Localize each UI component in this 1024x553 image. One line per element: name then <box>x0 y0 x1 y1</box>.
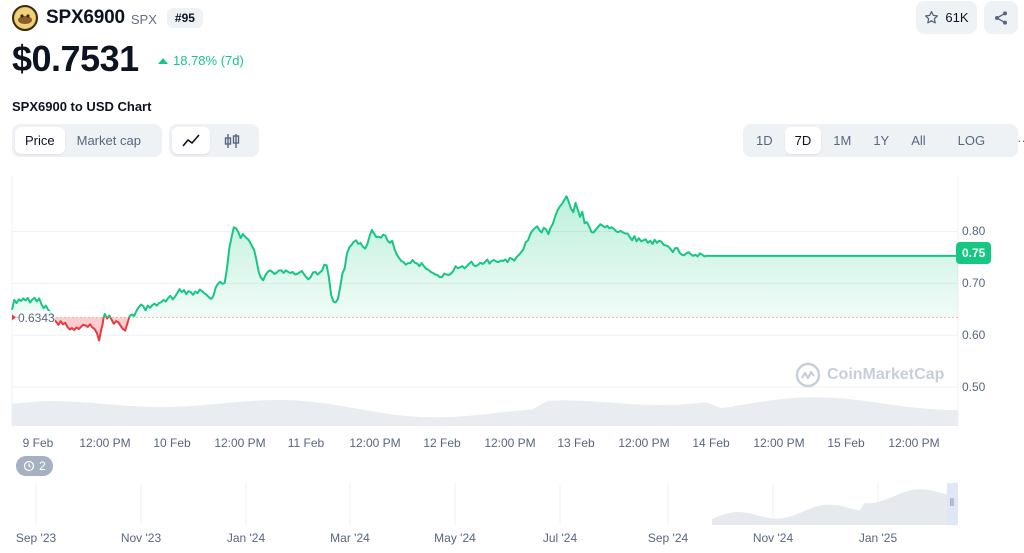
chart-type-tabs: Price Market cap <box>12 124 162 157</box>
candlestick-button[interactable] <box>212 127 252 154</box>
navigator-selection[interactable] <box>947 483 958 525</box>
chart-title: SPX6900 to USD Chart <box>12 99 152 114</box>
navigator-date-label: Jan '24 <box>226 531 266 545</box>
coin-name: SPX6900 <box>46 7 125 28</box>
coin-symbol: SPX <box>130 12 157 27</box>
coin-header: SPX6900 SPX #95 <box>12 5 203 31</box>
x-tick-label: 12:00 PM <box>753 436 805 450</box>
navigator-date-label: Sep '23 <box>15 531 57 545</box>
x-tick-label: 14 Feb <box>692 436 730 450</box>
log-scale-toggle[interactable]: LOG <box>957 133 986 148</box>
navigator-date-label: May '24 <box>434 531 476 545</box>
x-tick-label: 12 Feb <box>423 436 461 450</box>
x-axis-labels: 9 Feb 12:00 PM 10 Feb 12:00 PM 11 Feb 12:00 P… <box>0 436 1024 452</box>
open-marker <box>12 314 16 321</box>
line-chart-icon <box>182 133 200 147</box>
navigator-date-label: Jul '24 <box>542 531 578 545</box>
area-fill-up <box>12 196 958 318</box>
y-tick-label: 0.70 <box>962 276 986 291</box>
caret-up-icon <box>158 57 168 64</box>
share-button[interactable] <box>984 1 1018 34</box>
navigator-date-label: Mar '24 <box>330 531 370 545</box>
y-tick-label: 0.80 <box>962 224 986 239</box>
line-chart-button[interactable] <box>172 127 210 154</box>
current-price-tag: 0.75 <box>956 242 992 264</box>
price-chart[interactable] <box>0 170 1024 432</box>
tab-market-cap[interactable]: Market cap <box>76 133 141 148</box>
navigator-date-label: Sep '24 <box>647 531 689 545</box>
x-tick-label: 12:00 PM <box>888 436 940 450</box>
navigator-date-label: Nov '24 <box>752 531 794 545</box>
price-change: 18.78% (7d) <box>158 53 244 68</box>
chart-style-tabs <box>169 124 259 157</box>
x-tick-label: 12:00 PM <box>484 436 536 450</box>
coinmarketcap-logo-icon <box>795 362 821 388</box>
watchlist-button[interactable]: 61K <box>916 1 977 34</box>
navigator-handle[interactable]: ⦀ <box>950 498 954 509</box>
range-navigator[interactable]: ⦀ <box>12 483 960 525</box>
tab-price[interactable]: Price <box>15 127 65 154</box>
open-price-label: 0.6343 <box>18 311 55 326</box>
x-tick-label: 11 Feb <box>287 436 325 450</box>
navigator-area <box>712 489 958 525</box>
price-line-up <box>11 195 958 318</box>
x-tick-label: 9 Feb <box>22 436 54 450</box>
candlestick-icon <box>224 133 240 148</box>
x-tick-label: 15 Feb <box>827 436 865 450</box>
history-button[interactable]: 2 <box>16 456 53 476</box>
x-tick-label: 12:00 PM <box>618 436 670 450</box>
range-tabs: 1D 7D 1M 1Y All LOG ··· <box>743 124 1024 157</box>
y-tick-label: 0.50 <box>962 380 986 395</box>
area-fill-down <box>53 317 130 341</box>
watermark-text: CoinMarketCap <box>827 366 945 383</box>
current-price: $0.7531 <box>12 38 139 79</box>
x-tick-label: 10 Feb <box>153 436 191 450</box>
navigator-date-label: Jan '25 <box>858 531 898 545</box>
x-tick-label: 12:00 PM <box>79 436 131 450</box>
range-all[interactable]: All <box>911 133 926 148</box>
x-tick-label: 12:00 PM <box>349 436 401 450</box>
range-1d[interactable]: 1D <box>756 133 773 148</box>
star-icon <box>925 10 939 24</box>
y-tick-label: 0.60 <box>962 328 986 343</box>
history-icon <box>24 460 35 472</box>
range-7d[interactable]: 7D <box>784 127 822 154</box>
navigator-labels: Sep '23 Nov '23 Jan '24 Mar '24 May '24 Jul '… <box>0 531 1024 547</box>
share-icon <box>995 10 1007 25</box>
navigator-date-label: Nov '23 <box>120 531 162 545</box>
more-options-button[interactable]: ··· <box>1017 133 1024 148</box>
range-1y[interactable]: 1Y <box>873 133 890 148</box>
watchlist-count: 61K <box>945 10 969 25</box>
x-tick-label: 13 Feb <box>557 436 595 450</box>
history-count: 2 <box>39 459 46 473</box>
watermark: CoinMarketCap <box>795 362 944 388</box>
coin-logo-icon <box>12 5 38 31</box>
price-change-value: 18.78% (7d) <box>173 53 244 68</box>
x-tick-label: 12:00 PM <box>214 436 266 450</box>
range-1m[interactable]: 1M <box>833 133 852 148</box>
volume-area <box>12 397 958 426</box>
rank-badge: #95 <box>166 8 203 28</box>
